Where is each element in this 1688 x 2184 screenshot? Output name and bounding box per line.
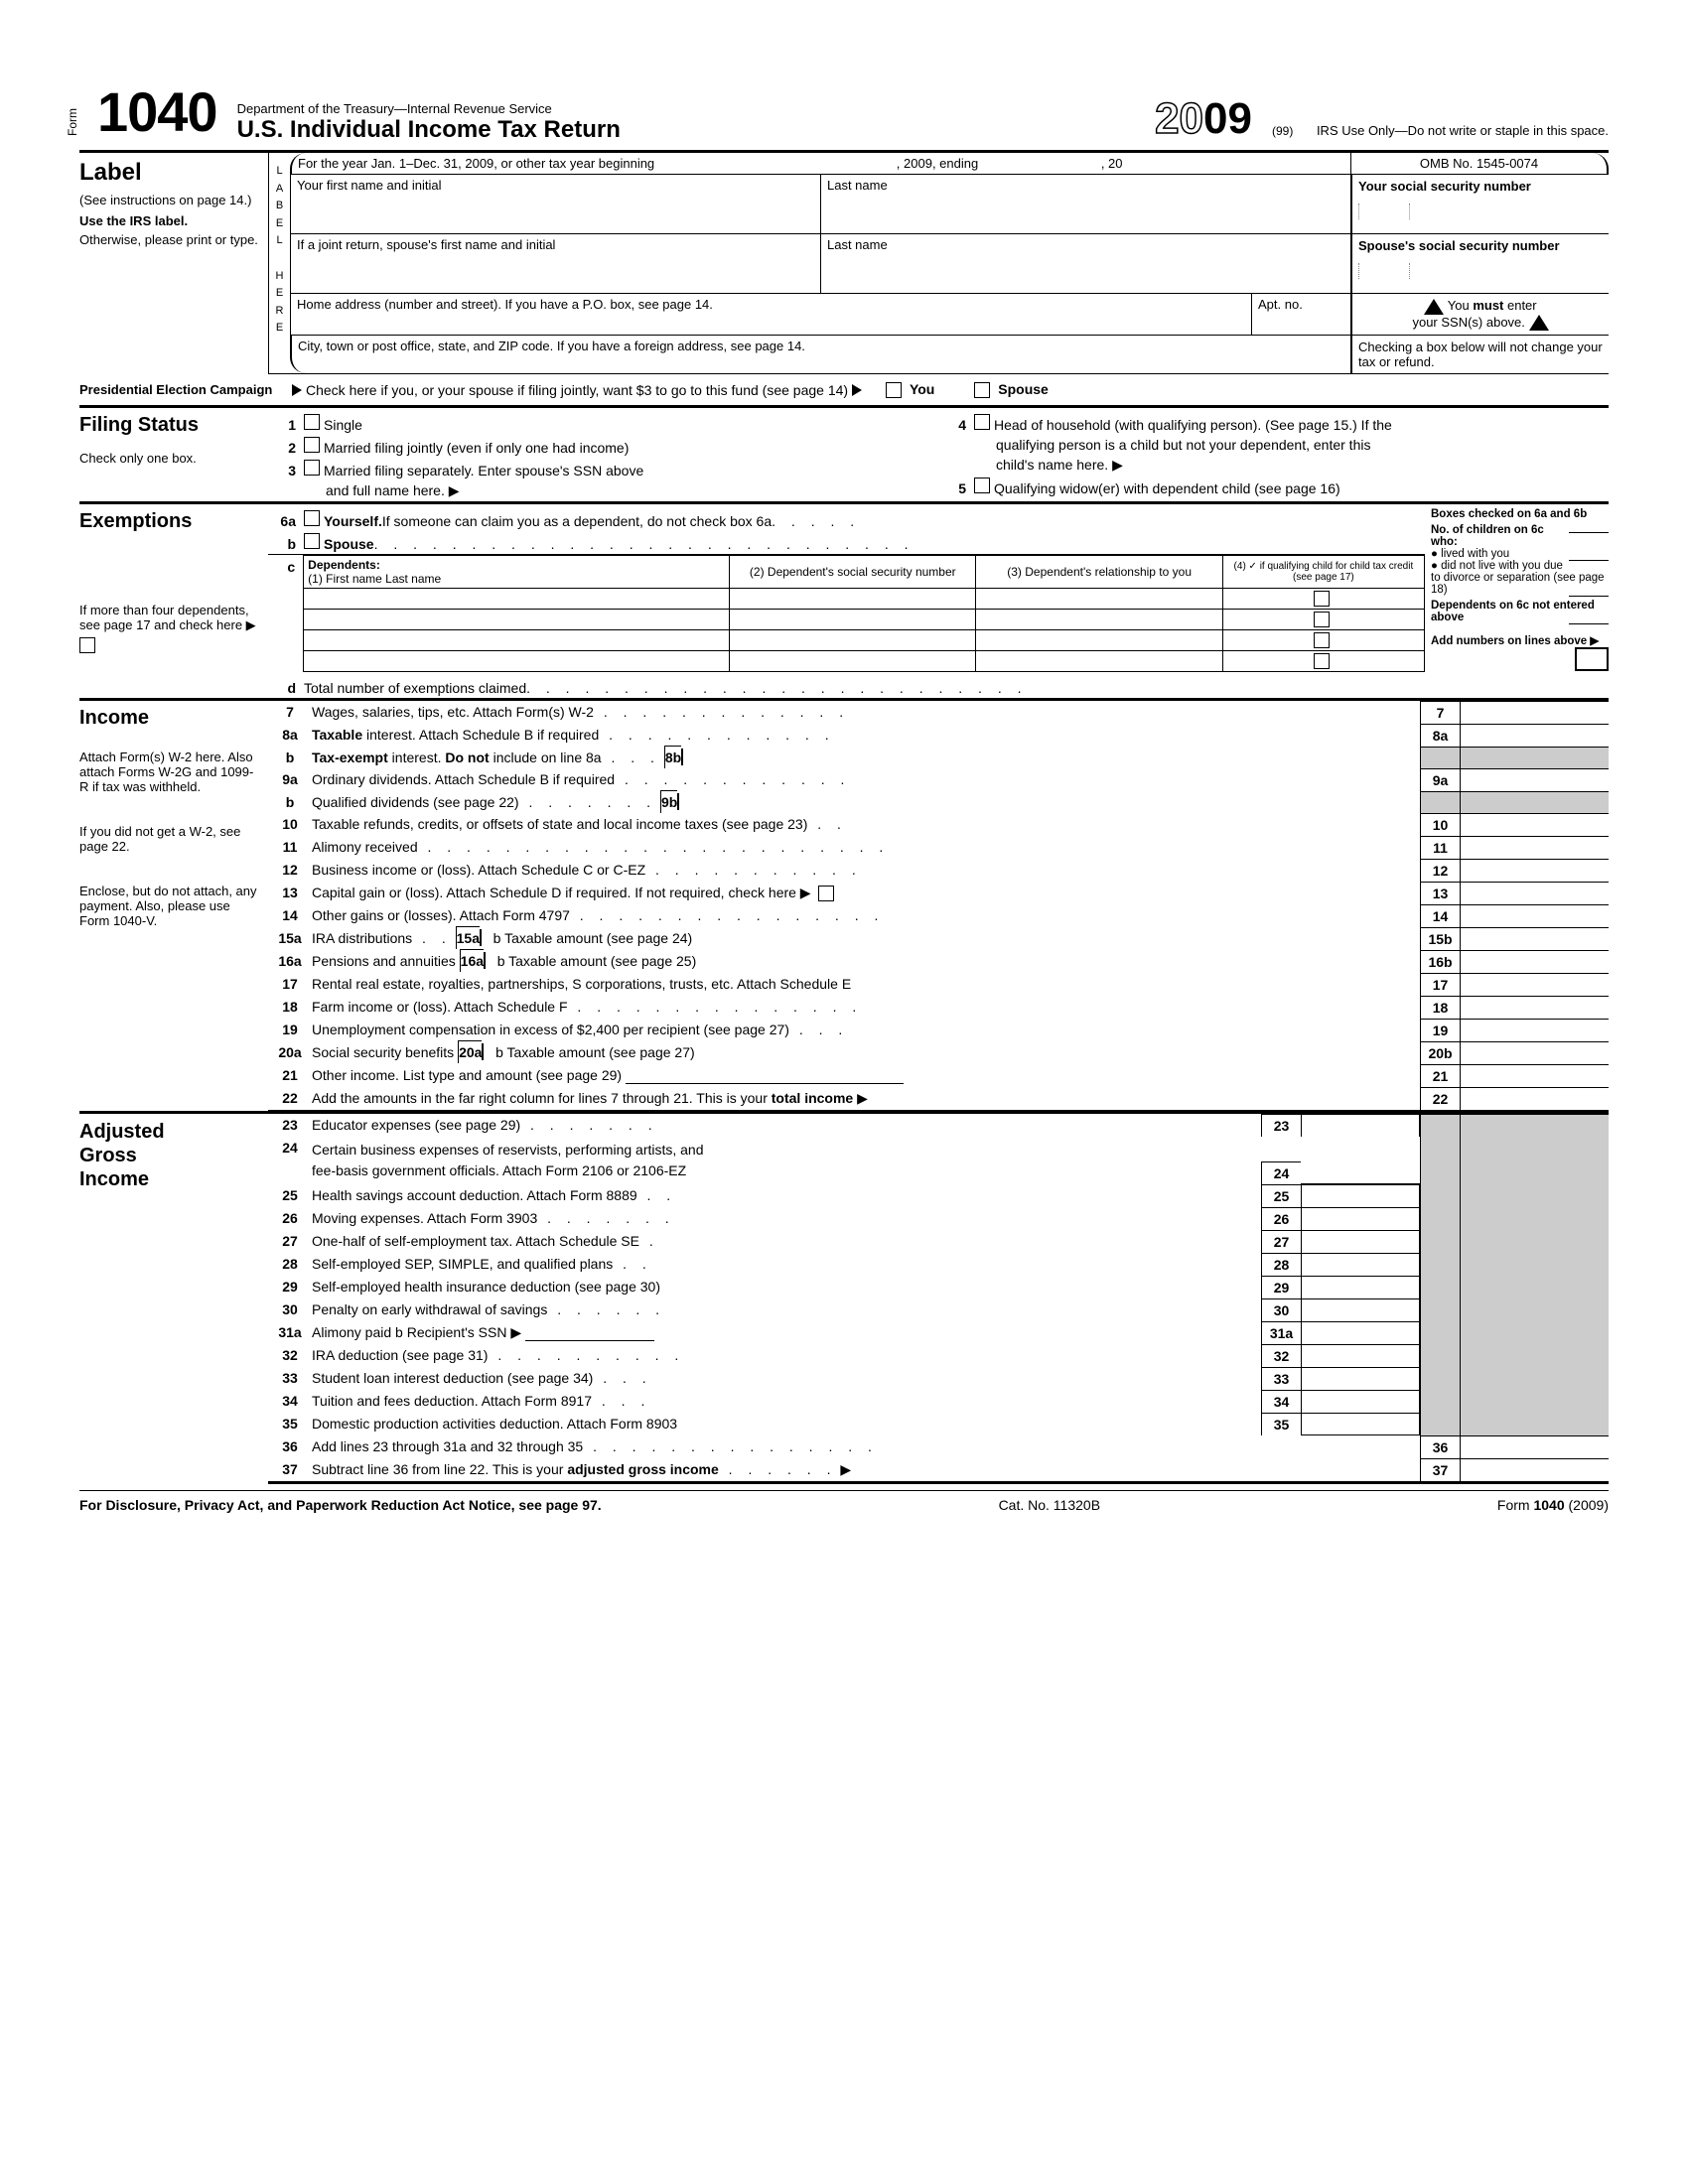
spouse-last-field[interactable]: Last name [820,234,1350,293]
more-dependents-checkbox[interactable] [79,637,95,653]
income-section: Income Attach Form(s) W-2 here. Also att… [79,698,1609,1111]
omb-number: OMB No. 1545-0074 [1350,153,1609,174]
form-number: 1040 [97,79,217,144]
dependents-table[interactable]: Dependents:(1) First name Last name (2) … [303,555,1425,672]
city-field[interactable]: City, town or post office, state, and ZI… [290,336,1350,373]
irs-use-only: IRS Use Only—Do not write or staple in t… [1317,123,1609,138]
filing-status-section: Filing Status Check only one box. 1 Sing… [79,405,1609,501]
presidential-campaign-row: Presidential Election Campaign Check her… [79,374,1609,405]
code-99: (99) [1272,124,1293,138]
tax-year: 2009 [1155,94,1252,144]
must-enter-note: You must enteryour SSN(s) above. [1350,294,1609,335]
apt-field[interactable]: Apt. no. [1251,294,1350,335]
label-vertical-strip: LABEL HERE [268,153,290,374]
checking-box-note: Checking a box below will not change you… [1350,336,1609,373]
spouse-first-field[interactable]: If a joint return, spouse's first name a… [290,234,820,293]
hoh-checkbox[interactable] [974,414,990,430]
label-section: Label (See instructions on page 14.) Use… [79,153,1609,374]
line-8a-amount[interactable] [1460,724,1609,747]
spouse-ssn-field[interactable]: Spouse's social security number [1350,234,1609,293]
dept-line: Department of the Treasury—Internal Reve… [237,101,1135,116]
label-heading: Label [79,159,262,187]
qw-checkbox[interactable] [974,478,990,493]
yourself-checkbox[interactable] [304,510,320,526]
you-checkbox[interactable] [886,382,902,398]
line-7-amount[interactable] [1460,701,1609,724]
form-word: Form [66,108,79,136]
mfj-checkbox[interactable] [304,437,320,453]
last-name-field[interactable]: Last name [820,175,1350,233]
page-footer: For Disclosure, Privacy Act, and Paperwo… [79,1490,1609,1513]
form-1040-page: Form 1040 Department of the Treasury—Int… [0,0,1688,1553]
form-title: U.S. Individual Income Tax Return [237,116,1135,144]
exemption-notes: Boxes checked on 6a and 6b No. of childr… [1425,508,1609,672]
first-name-field[interactable]: Your first name and initial [290,175,820,233]
address-field[interactable]: Home address (number and street). If you… [290,294,1251,335]
spouse-exempt-checkbox[interactable] [304,533,320,549]
form-header: Form 1040 Department of the Treasury—Int… [79,79,1609,153]
mfs-checkbox[interactable] [304,460,320,476]
agi-section: AdjustedGrossIncome 23Educator expenses … [79,1111,1609,1484]
single-checkbox[interactable] [304,414,320,430]
arrow-icon [852,384,862,396]
arrow-icon [292,384,302,396]
ssn-field[interactable]: Your social security number [1350,175,1609,233]
spouse-checkbox[interactable] [974,382,990,398]
exemptions-section: Exemptions If more than four dependents,… [79,501,1609,698]
